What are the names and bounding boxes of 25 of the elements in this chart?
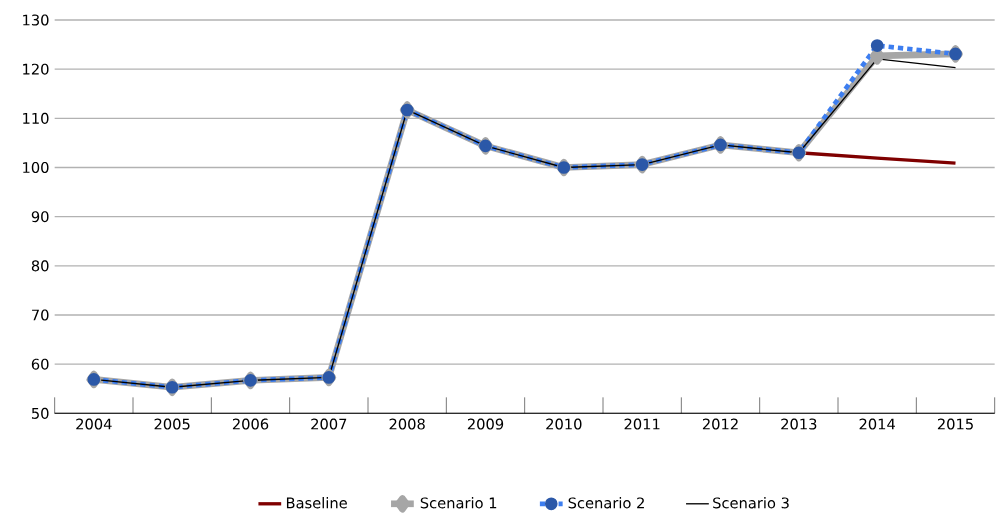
x-tick-label: 2014	[859, 418, 895, 430]
y-tick-label: 130	[23, 14, 49, 26]
y-tick-label: 80	[31, 260, 49, 272]
y-tick-label: 60	[31, 358, 49, 370]
legend-label: Scenario 2	[568, 496, 644, 509]
y-tick-label: 100	[23, 161, 49, 173]
x-tick-label: 2009	[467, 418, 504, 430]
y-tick-label: 50	[31, 407, 49, 419]
legend-label: Scenario 1	[420, 496, 497, 509]
y-tick-label: 120	[23, 63, 49, 75]
x-tick-label: 2004	[76, 418, 112, 430]
y-tick-label: 90	[31, 210, 49, 223]
y-tick-label: 70	[32, 309, 49, 321]
x-tick-label: 2006	[232, 418, 269, 430]
x-tick-label: 2012	[702, 418, 738, 430]
y-tick-label: 110	[23, 112, 49, 124]
x-tick-label: 2005	[154, 418, 190, 430]
x-tick-label: 2010	[546, 418, 582, 430]
x-tick-label: 2013	[781, 418, 817, 430]
x-tick-label: 2011	[624, 418, 660, 430]
legend-label: Baseline	[286, 496, 347, 509]
legend-label: Scenario 3	[713, 496, 789, 509]
x-tick-label: 2015	[937, 418, 973, 430]
x-tick-label: 2008	[389, 418, 425, 430]
x-tick-label: 2007	[311, 418, 347, 430]
